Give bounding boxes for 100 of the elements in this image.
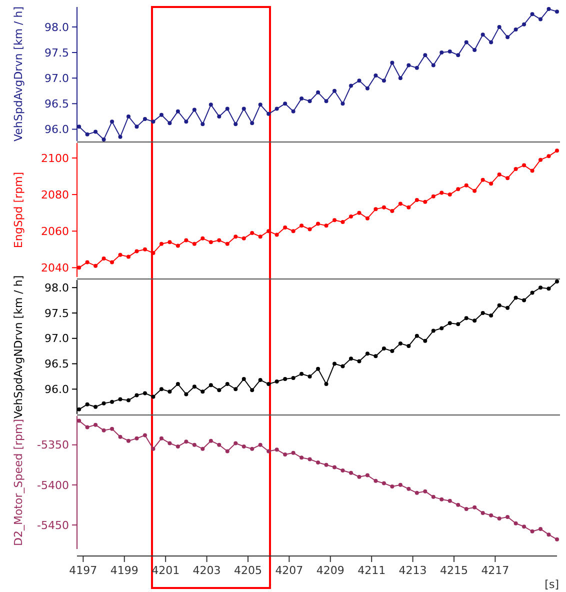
- point: [489, 40, 494, 44]
- y-tick-label: 2060: [41, 224, 69, 238]
- point: [382, 78, 386, 83]
- point: [489, 513, 494, 518]
- point: [489, 182, 494, 186]
- point: [414, 198, 419, 202]
- point: [365, 352, 370, 356]
- point: [126, 398, 130, 402]
- x-tick-label: 4209: [316, 564, 344, 577]
- point: [225, 242, 230, 246]
- point: [168, 441, 172, 446]
- point: [234, 441, 238, 446]
- point: [151, 446, 156, 451]
- point: [258, 234, 262, 239]
- point: [308, 227, 312, 232]
- point: [340, 102, 345, 106]
- point: [365, 473, 370, 478]
- point: [456, 502, 460, 507]
- point: [250, 388, 254, 392]
- point: [357, 359, 362, 364]
- x-tick-label: 4207: [275, 564, 304, 577]
- x-tick-label: 4211: [358, 564, 386, 577]
- point: [406, 486, 411, 491]
- point: [365, 216, 370, 220]
- x-tick-label: 4217: [481, 564, 510, 577]
- point: [184, 392, 188, 396]
- point: [159, 242, 164, 246]
- point: [538, 286, 543, 290]
- y-tick-label: -5350: [37, 438, 69, 452]
- point: [266, 382, 271, 386]
- point: [176, 382, 180, 386]
- point: [242, 236, 246, 240]
- point: [192, 384, 196, 389]
- x-tick-label: 4197: [69, 564, 98, 577]
- point: [134, 249, 139, 254]
- point: [423, 53, 428, 58]
- point: [110, 120, 114, 124]
- point: [456, 53, 460, 58]
- point: [85, 402, 90, 406]
- point: [464, 40, 468, 44]
- point: [300, 96, 304, 101]
- point: [440, 50, 444, 55]
- point: [110, 400, 114, 404]
- point: [77, 266, 82, 270]
- point: [250, 446, 254, 451]
- y-tick-label: 2100: [41, 152, 69, 165]
- point: [374, 354, 378, 358]
- y-tick-label: 98.0: [44, 281, 69, 294]
- point: [546, 7, 551, 12]
- point: [390, 484, 394, 489]
- point: [538, 17, 543, 22]
- point: [555, 280, 559, 284]
- point: [390, 209, 394, 214]
- point: [217, 238, 222, 242]
- x-tick-label: 4213: [398, 564, 427, 577]
- point: [234, 234, 238, 239]
- point: [530, 168, 534, 173]
- y-tick-label: -5400: [37, 478, 69, 492]
- y-tick-label: 97.0: [44, 72, 69, 85]
- y-axis-title: D2_Motor_Speed [rpm]: [12, 418, 25, 546]
- point: [208, 102, 213, 107]
- point: [440, 326, 444, 330]
- point: [324, 382, 328, 386]
- point: [497, 516, 502, 521]
- point: [291, 450, 296, 455]
- point: [225, 449, 230, 454]
- point: [168, 390, 172, 394]
- y-axis-title: VehSpdAvgNDrvn [km / h]: [12, 275, 25, 419]
- point: [242, 106, 246, 111]
- point: [456, 322, 460, 326]
- point: [440, 190, 444, 195]
- point: [324, 99, 328, 104]
- point: [506, 514, 510, 519]
- point: [448, 192, 452, 197]
- point: [374, 207, 378, 212]
- point: [266, 449, 271, 454]
- y-tick-label: 96.0: [44, 123, 69, 136]
- point: [308, 374, 312, 378]
- point: [332, 88, 337, 93]
- point: [514, 166, 518, 171]
- point: [472, 318, 477, 323]
- point: [431, 63, 436, 68]
- point: [102, 256, 106, 261]
- point: [118, 434, 122, 439]
- point: [200, 390, 205, 394]
- point: [300, 372, 304, 376]
- point: [538, 526, 543, 531]
- point: [242, 444, 246, 448]
- point: [555, 537, 559, 542]
- point: [110, 426, 114, 431]
- point: [522, 298, 526, 302]
- point: [225, 106, 230, 111]
- point: [94, 404, 98, 409]
- point: [546, 286, 551, 291]
- point: [382, 205, 386, 210]
- point: [300, 456, 304, 460]
- point: [308, 457, 312, 462]
- point: [200, 446, 205, 451]
- point: [431, 494, 436, 499]
- point: [522, 524, 526, 529]
